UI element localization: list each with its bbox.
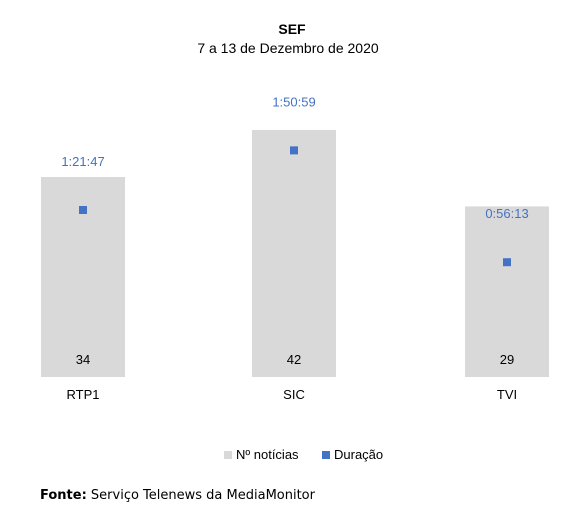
duration-label-tvi: 0:56:13: [485, 206, 528, 221]
duration-marker-tvi: [503, 258, 511, 267]
duration-label-sic: 1:50:59: [272, 94, 315, 109]
legend-swatch-duracao: [322, 451, 330, 459]
bar-group: 34 RTP1 42 SIC 29 TVI: [41, 129, 549, 402]
duration-marker-sic: [290, 146, 298, 155]
bar-sic: [252, 129, 336, 377]
chart-svg: SEF 7 a 13 de Dezembro de 2020 34 RTP1 42 S…: [41, 21, 549, 462]
legend-swatch-noticias: [224, 451, 232, 459]
duration-marker-group: 1:21:47 1:50:59 0:56:13: [61, 94, 529, 267]
bar-value-label-rtp1: 34: [76, 352, 90, 367]
category-label-rtp1: RTP1: [67, 387, 100, 402]
chart-title: SEF: [278, 21, 306, 37]
bar-value-label-tvi: 29: [500, 352, 514, 367]
duration-marker-rtp1: [79, 206, 87, 214]
duration-label-rtp1: 1:21:47: [61, 154, 104, 169]
footer-label: Fonte:: [40, 488, 87, 503]
legend-label-noticias: Nº notícias: [236, 447, 299, 462]
category-label-tvi: TVI: [497, 387, 517, 402]
category-label-sic: SIC: [283, 387, 305, 402]
bar-tvi: [465, 206, 549, 377]
legend: Nº notícias Duração: [224, 447, 383, 462]
bar-value-label-sic: 42: [287, 352, 301, 367]
footer-text: Serviço Telenews da MediaMonitor: [90, 488, 315, 503]
chart-subtitle: 7 a 13 de Dezembro de 2020: [197, 40, 379, 56]
legend-label-duracao: Duração: [334, 447, 383, 462]
source-footer: Fonte: Serviço Telenews da MediaMonitor: [40, 488, 315, 503]
